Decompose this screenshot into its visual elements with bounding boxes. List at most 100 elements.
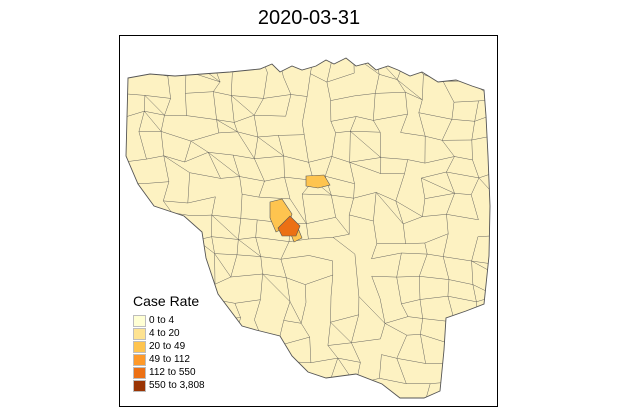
district-boundary xyxy=(304,284,307,303)
district-boundary xyxy=(233,335,237,361)
legend-row: 20 to 49 xyxy=(133,340,205,353)
district-boundary xyxy=(468,75,490,82)
district-boundary xyxy=(289,238,309,242)
map-legend: Case Rate 0 to 4 4 to 20 20 to 49 49 to … xyxy=(133,293,205,392)
district-boundary xyxy=(357,281,360,297)
district-boundary xyxy=(472,284,477,302)
district-boundary xyxy=(397,79,423,100)
district-boundary xyxy=(144,110,165,116)
district-boundary xyxy=(138,131,147,160)
district-boundary xyxy=(330,296,332,323)
district-boundary xyxy=(255,237,262,257)
district-boundary xyxy=(381,354,397,359)
legend-row: 112 to 550 xyxy=(133,366,205,379)
highlighted-districts xyxy=(269,174,331,243)
district-boundary xyxy=(300,302,307,324)
district-boundary xyxy=(164,98,171,116)
district-boundary xyxy=(238,218,242,240)
district-boundary xyxy=(452,322,455,345)
district-boundary xyxy=(233,122,238,132)
district-boundary xyxy=(234,114,255,123)
district-boundary xyxy=(263,94,291,99)
legend-row: 49 to 112 xyxy=(133,353,205,366)
district-boundary xyxy=(330,116,357,122)
district-boundary xyxy=(140,239,162,242)
district-boundary xyxy=(185,93,187,116)
district-boundary xyxy=(452,333,475,345)
district-boundary xyxy=(163,200,188,204)
district-boundary xyxy=(283,301,291,321)
district-boundary xyxy=(395,173,405,202)
district-boundary xyxy=(468,58,473,81)
district-boundary xyxy=(325,175,355,184)
district-boundary xyxy=(443,256,472,262)
district-boundary xyxy=(257,135,279,138)
district-boundary xyxy=(289,301,302,324)
district-boundary xyxy=(332,234,350,238)
district-boundary xyxy=(419,276,421,300)
district-boundary xyxy=(446,381,452,398)
district-boundary xyxy=(421,178,426,199)
district-boundary xyxy=(326,383,330,398)
district-boundary xyxy=(371,275,397,278)
district-boundary xyxy=(302,96,308,123)
district-boundary xyxy=(137,256,165,265)
district-boundary xyxy=(373,93,376,121)
district-boundary xyxy=(211,214,239,240)
district-boundary xyxy=(255,360,278,362)
district-boundary xyxy=(350,131,381,158)
district-boundary xyxy=(232,155,240,177)
district-boundary xyxy=(371,243,378,259)
district-boundary xyxy=(418,112,452,120)
district-boundary xyxy=(234,299,261,304)
district-boundary xyxy=(126,158,147,163)
district-boundary xyxy=(220,176,240,179)
district-boundary xyxy=(454,321,475,335)
district-boundary xyxy=(208,284,216,299)
district-boundary xyxy=(213,81,221,92)
district-112-to-550 xyxy=(277,215,301,237)
district-boundary xyxy=(353,183,355,199)
district-boundary xyxy=(406,334,421,336)
map-frame xyxy=(119,35,498,407)
district-boundary xyxy=(331,194,354,199)
district-boundary xyxy=(161,241,166,265)
district-boundary xyxy=(283,155,309,163)
district-boundary xyxy=(405,58,424,75)
district-boundary xyxy=(161,239,198,242)
district-boundary xyxy=(290,94,308,97)
district-boundary xyxy=(471,260,490,265)
district-boundary xyxy=(126,255,138,258)
district-boundary xyxy=(396,276,420,278)
district-boundary xyxy=(213,91,232,96)
district-boundary xyxy=(184,141,192,163)
district-boundary xyxy=(422,198,426,217)
district-boundary xyxy=(478,177,490,197)
district-boundary xyxy=(163,181,170,201)
district-boundary xyxy=(395,200,404,224)
district-boundary xyxy=(237,131,258,138)
district-boundary xyxy=(303,134,309,163)
district-boundary xyxy=(289,198,307,224)
district-boundary xyxy=(425,135,443,141)
district-boundary xyxy=(327,342,352,346)
district-boundary xyxy=(237,131,255,159)
district-boundary xyxy=(263,72,268,99)
district-boundary xyxy=(326,82,331,101)
district-boundary xyxy=(126,240,138,258)
district-boundary xyxy=(280,259,287,278)
district-boundary xyxy=(350,130,381,133)
district-boundary xyxy=(184,58,187,71)
district-boundary xyxy=(280,255,310,260)
district-boundary xyxy=(230,75,233,96)
district-boundary xyxy=(354,93,376,97)
district-boundary xyxy=(384,323,407,336)
district-boundary xyxy=(446,193,455,215)
district-boundary xyxy=(419,299,423,319)
district-boundary xyxy=(400,132,426,137)
district-boundary xyxy=(280,241,290,260)
district-boundary xyxy=(446,214,479,221)
district-boundary xyxy=(208,152,234,156)
district-boundary xyxy=(240,218,258,221)
district-boundary xyxy=(404,159,408,174)
